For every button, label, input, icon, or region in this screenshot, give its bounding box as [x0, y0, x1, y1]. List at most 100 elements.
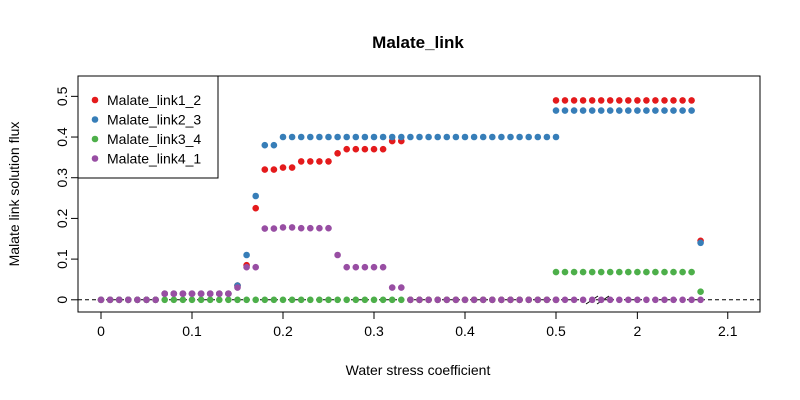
data-point — [115, 296, 123, 304]
data-point — [261, 166, 269, 173]
data-point — [197, 290, 205, 298]
data-point — [579, 97, 587, 104]
data-point — [343, 133, 351, 141]
legend-label: Malate_link3_4 — [107, 131, 201, 147]
data-point — [461, 296, 469, 304]
data-point — [152, 296, 159, 304]
data-point — [643, 296, 650, 304]
data-point — [606, 296, 614, 304]
data-point — [552, 97, 560, 104]
data-point — [307, 158, 314, 165]
data-point — [661, 268, 668, 276]
data-point — [288, 164, 296, 171]
x-tick-label: 0.1 — [182, 323, 202, 339]
data-point — [325, 158, 332, 165]
data-point — [225, 290, 232, 298]
data-point — [489, 296, 496, 304]
x-tick-label: 2 — [633, 323, 641, 339]
x-axis-label: Water stress coefficient — [346, 362, 491, 378]
data-point — [288, 296, 296, 304]
data-point — [206, 296, 214, 304]
data-point — [679, 296, 686, 304]
legend-label: Malate_link4_1 — [107, 151, 201, 167]
data-point — [670, 296, 677, 304]
data-point — [316, 224, 323, 232]
data-point — [297, 133, 305, 141]
data-point — [325, 133, 332, 141]
data-point — [434, 133, 442, 141]
data-point — [206, 290, 214, 298]
data-points — [97, 97, 704, 304]
data-point — [552, 133, 560, 141]
x-tick-label: 0.5 — [546, 323, 566, 339]
data-point — [379, 296, 387, 304]
x-axis: 0 0.1 0.2 0.3 0.4 0.5 2 2.1 — [97, 311, 738, 339]
data-point — [243, 251, 250, 259]
data-point — [443, 133, 451, 141]
data-point — [179, 296, 187, 304]
data-point — [434, 296, 442, 304]
data-point — [697, 288, 704, 296]
data-point — [661, 97, 668, 104]
data-point — [643, 268, 650, 276]
data-point — [479, 296, 487, 304]
data-point — [370, 145, 378, 153]
data-point — [316, 133, 323, 141]
data-point — [498, 296, 505, 304]
data-point — [652, 107, 659, 114]
data-point — [634, 296, 641, 304]
data-point — [361, 145, 369, 153]
data-point — [352, 296, 360, 304]
data-point — [370, 263, 378, 271]
data-point — [688, 268, 695, 276]
data-point — [679, 97, 686, 104]
data-point — [188, 296, 196, 304]
data-point — [388, 284, 396, 291]
data-point — [616, 296, 623, 304]
data-point — [634, 97, 641, 104]
data-point — [606, 107, 614, 114]
data-point — [388, 296, 396, 304]
data-point — [643, 97, 650, 104]
data-point — [343, 145, 351, 153]
y-axis: 0 0.1 0.2 0.3 0.4 0.5 — [54, 86, 79, 304]
data-point — [588, 268, 596, 276]
data-point — [125, 296, 132, 304]
data-point — [597, 296, 605, 304]
data-point — [370, 133, 378, 141]
data-point — [188, 290, 196, 298]
y-tick-label: 0.1 — [54, 249, 70, 269]
data-point — [279, 133, 287, 141]
data-point — [261, 296, 269, 304]
data-point — [670, 268, 677, 276]
data-point — [288, 133, 296, 141]
data-point — [334, 133, 341, 141]
data-point — [352, 133, 360, 141]
data-point — [652, 97, 659, 104]
data-point — [625, 97, 632, 104]
data-point — [407, 296, 414, 304]
series-Malate_link4_1 — [97, 224, 704, 304]
data-point — [516, 133, 523, 141]
data-point — [252, 204, 259, 212]
data-point — [606, 268, 614, 276]
data-point — [570, 268, 578, 276]
data-point — [634, 107, 641, 114]
data-point — [616, 97, 623, 104]
data-point — [106, 296, 114, 304]
data-point — [234, 296, 241, 304]
data-point — [252, 263, 259, 271]
x-tick-label: 0.2 — [273, 323, 293, 339]
data-point — [561, 296, 569, 304]
data-point — [489, 133, 496, 141]
data-point — [398, 133, 405, 141]
data-point — [561, 107, 569, 114]
data-point — [279, 224, 287, 231]
legend-label: Malate_link2_3 — [107, 112, 201, 128]
data-point — [561, 97, 569, 104]
data-point — [361, 263, 369, 271]
data-point — [597, 107, 605, 114]
data-point — [570, 296, 578, 304]
data-point — [679, 107, 686, 114]
